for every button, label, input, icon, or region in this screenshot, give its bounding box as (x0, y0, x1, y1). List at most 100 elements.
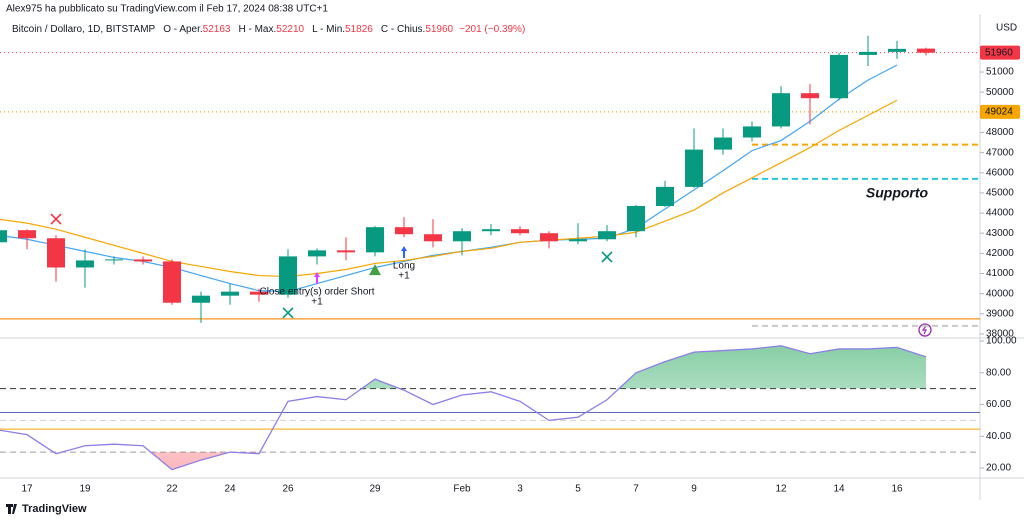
signal-text: Long (393, 261, 415, 272)
y-tick-label: 39000 (986, 308, 1014, 319)
x-tick-label: 9 (691, 484, 697, 495)
y-tick-label: 40000 (986, 288, 1014, 299)
candle-body (308, 250, 326, 257)
candle-body (18, 230, 36, 239)
x-tick-label: 14 (833, 484, 845, 495)
ohlc-label: C - Chius. (381, 24, 425, 35)
candle-body (598, 231, 616, 240)
x-tick-label: 5 (575, 484, 581, 495)
candle-body (192, 295, 210, 303)
moving-average (0, 99, 898, 278)
candle-body (830, 54, 848, 99)
candle-body (569, 239, 587, 242)
brand: TradingView (22, 503, 87, 515)
signal-text: +1 (398, 271, 410, 282)
symbol: Bitcoin / Dollaro, 1D, BITSTAMP (12, 24, 156, 35)
oversold-fill (0, 452, 926, 470)
y-tick-label: 60.00 (986, 399, 1011, 410)
signal-text: Close entry(s) order Short (259, 287, 374, 298)
y-tick-label: 47000 (986, 147, 1014, 158)
candle-body (859, 51, 877, 55)
x-tick-label: 29 (369, 484, 381, 495)
candle-body (105, 259, 123, 261)
y-tick-label: 45000 (986, 188, 1014, 199)
overbought-fill (361, 345, 926, 389)
signal-cross (50, 213, 62, 225)
candle-body (801, 93, 819, 99)
ohlc-label: O - Aper. (163, 24, 202, 35)
candle-body (221, 291, 239, 296)
candle-body (917, 48, 935, 53)
signal-cross (282, 307, 294, 319)
y-tick-label: 42000 (986, 248, 1014, 259)
signal-cross (601, 251, 613, 263)
y-axis-label: USD (996, 23, 1017, 34)
legend-line: Bitcoin / Dollaro, 1D, BITSTAMP O - Aper.… (12, 24, 525, 35)
x-tick-label: 24 (224, 484, 236, 495)
signal-triangle (369, 264, 381, 276)
y-tick-label: 20.00 (986, 463, 1011, 474)
ohlc-value: 51960 (425, 24, 453, 35)
y-tick-label: 51000 (986, 67, 1014, 78)
candle-body (395, 227, 413, 235)
y-tick-label: 100.00 (986, 336, 1017, 347)
candle-body (337, 250, 355, 253)
x-tick-label: Feb (453, 484, 471, 495)
ohlc-value: 52210 (276, 24, 304, 35)
candle-body (511, 229, 529, 234)
annotation: Supporto (866, 185, 929, 201)
y-tick-label: 41000 (986, 268, 1014, 279)
plot-area (0, 35, 980, 471)
x-tick-label: 7 (633, 484, 639, 495)
candle-body (685, 149, 703, 187)
ohlc-label: L - Min. (312, 24, 345, 35)
candle-body (134, 259, 152, 262)
alert-icon (918, 323, 932, 337)
change: −201 (−0.39%) (459, 24, 525, 35)
y-tick-label: 50000 (986, 87, 1014, 98)
signal-arrow (401, 245, 407, 258)
y-tick-label: 38000 (986, 329, 1014, 340)
ohlc-value: 51826 (345, 24, 373, 35)
price-label: 49024 (985, 106, 1013, 117)
y-tick-label: 80.00 (986, 367, 1011, 378)
candle-body (424, 234, 442, 242)
candle-body (714, 137, 732, 150)
candle-body (743, 126, 761, 138)
x-tick-label: 3 (517, 484, 523, 495)
candle-body (163, 261, 181, 303)
price-label-box (980, 104, 1020, 119)
y-tick-label: 40.00 (986, 431, 1011, 442)
y-tick-label: 48000 (986, 127, 1014, 138)
published: Alex975 ha pubblicato su TradingView.com… (6, 4, 328, 15)
x-tick-label: 12 (775, 484, 787, 495)
candle-body (366, 227, 384, 253)
candle-body (0, 230, 7, 243)
candle-body (888, 48, 906, 52)
candle-body (76, 260, 94, 268)
x-tick-label: 19 (79, 484, 91, 495)
y-tick-label: 44000 (986, 208, 1014, 219)
price-label-box (980, 45, 1020, 60)
signal-arrow (314, 271, 320, 284)
candle-body (540, 233, 558, 242)
logo (6, 504, 17, 514)
x-tick-label: 26 (282, 484, 294, 495)
y-tick-label: 46000 (986, 167, 1014, 178)
candle-body (482, 229, 500, 232)
candle-body (250, 291, 268, 295)
price-label: 51960 (985, 47, 1013, 58)
candle-body (656, 186, 674, 207)
signal-text: +1 (311, 297, 323, 308)
candle-body (279, 256, 297, 295)
rsi-line (0, 345, 927, 471)
candle-body (47, 238, 65, 268)
x-tick-label: 16 (891, 484, 903, 495)
ohlc-value: 52163 (203, 24, 231, 35)
x-tick-label: 22 (166, 484, 178, 495)
x-tick-label: 17 (21, 484, 33, 495)
y-tick-label: 43000 (986, 228, 1014, 239)
ohlc-label: H - Max. (238, 24, 276, 35)
candle-body (772, 93, 790, 127)
